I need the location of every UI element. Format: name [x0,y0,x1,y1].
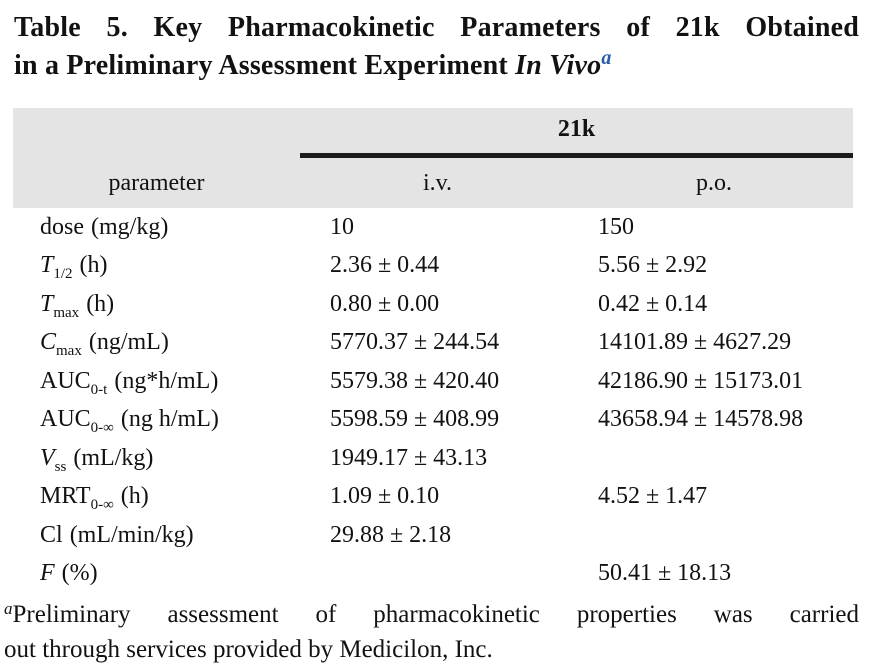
table-caption-line-2: in a Preliminary Assessment Experiment I… [14,47,859,85]
table-caption-invivo: In Vivo [515,50,602,81]
table-row: AUC0-∞ (ng h/mL) 5598.59 ± 408.99 43658.9… [13,401,853,440]
parameter-label: F (%) [13,560,300,587]
po-value: 5.56 ± 2.92 [598,252,708,279]
parameter-subscript: max [56,343,82,360]
table-row: F (%) 50.41 ± 18.13 [13,555,853,594]
iv-value: 1.09 ± 0.10 [330,483,440,510]
parameter-label: MRT0-∞ (h) [13,483,300,514]
parameter-unit: (mg/kg) [91,213,169,240]
footnote-line-2: out through services provided by Medicil… [4,636,493,663]
table-row: Cl (mL/min/kg) 29.88 ± 2.18 [13,516,853,555]
parameter-symbol: V [40,444,55,471]
footnote-line-1-text: Preliminary assessment of pharmacokineti… [12,601,860,628]
footnote-line-1: aPreliminary assessment of pharmacokinet… [4,597,859,632]
po-value: 43658.94 ± 14578.98 [598,406,804,433]
column-header-iv: i.v. [422,169,453,196]
parameter-unit: (ng/mL) [88,329,169,356]
table-footnote: aPreliminary assessment of pharmacokinet… [4,597,859,667]
parameter-label: dose (mg/kg) [13,214,300,241]
column-header-po: p.o. [696,169,732,196]
iv-value: 2.36 ± 0.44 [330,252,440,279]
parameter-symbol: C [40,329,57,356]
parameter-unit: (mL/min/kg) [69,521,194,548]
po-value: 150 [598,213,634,240]
parameter-symbol: T [40,252,54,279]
parameter-symbol: AUC [40,367,91,394]
parameter-label: Cl (mL/min/kg) [13,522,300,549]
table-header-group-row: 21k [13,108,853,158]
iv-value: 1949.17 ± 43.13 [330,444,488,471]
iv-value: 5770.37 ± 244.54 [330,329,500,356]
po-value: 14101.89 ± 4627.29 [598,329,792,356]
parameter-subscript: 0-t [90,381,108,398]
iv-value: 29.88 ± 2.18 [330,521,452,548]
paper-table-page: Table 5. Key Pharmacokinetic Parameters … [0,9,872,667]
table-row: Cmax (ng/mL) 5770.37 ± 244.54 14101.89 ± … [13,324,853,363]
parameter-symbol: dose [40,213,84,240]
po-value: 42186.90 ± 15173.01 [598,367,804,394]
parameter-unit: (%) [61,560,98,587]
parameter-symbol: AUC [40,406,91,433]
parameter-subscript: 0-∞ [90,420,114,437]
parameter-unit: (h) [120,483,149,510]
pharmacokinetics-table: 21k parameter i.v. p.o. dose (mg/kg) 10 1… [13,108,853,593]
po-value: 50.41 ± 18.13 [598,560,732,587]
parameter-subscript: 1/2 [53,266,73,283]
parameter-label: AUC0-t (ng*h/mL) [13,367,300,398]
table-row: Vss (mL/kg) 1949.17 ± 43.13 [13,439,853,478]
table-caption-line-2-text: in a Preliminary Assessment Experiment [14,50,516,81]
parameter-label: T1/2 (h) [13,252,300,283]
po-value: 4.52 ± 1.47 [598,483,708,510]
group-header-21k: 21k [300,108,853,158]
table-caption: Table 5. Key Pharmacokinetic Parameters … [14,9,859,85]
header-spacer [13,108,300,158]
footnote-marker: a [4,599,13,618]
parameter-subscript: max [53,304,80,321]
iv-value: 0.80 ± 0.00 [330,290,440,317]
parameter-unit: (mL/kg) [73,444,154,471]
po-value: 0.42 ± 0.14 [598,290,708,317]
table-caption-footnote-marker: a [601,47,612,69]
parameter-unit: (ng*h/mL) [114,367,219,394]
parameter-unit: (ng h/mL) [120,406,219,433]
parameter-symbol: F [40,560,55,587]
table-row: T1/2 (h) 2.36 ± 0.44 5.56 ± 2.92 [13,247,853,286]
table-row: Tmax (h) 0.80 ± 0.00 0.42 ± 0.14 [13,285,853,324]
table-row: AUC0-t (ng*h/mL) 5579.38 ± 420.40 42186.9… [13,362,853,401]
iv-value: 5598.59 ± 408.99 [330,406,500,433]
table-row: dose (mg/kg) 10 150 [13,208,853,247]
table-header: 21k parameter i.v. p.o. [13,108,853,208]
parameter-unit: (h) [86,290,115,317]
parameter-subscript: ss [54,458,67,475]
table-body: dose (mg/kg) 10 150 T1/2 (h) 2.36 ± 0.44 5… [13,208,853,593]
parameter-label: Vss (mL/kg) [13,444,300,475]
parameter-label: Cmax (ng/mL) [13,329,300,360]
table-header-columns-row: parameter i.v. p.o. [13,158,853,208]
table-caption-line-1: Table 5. Key Pharmacokinetic Parameters … [14,12,859,43]
parameter-unit: (h) [79,252,108,279]
iv-value: 10 [330,213,354,240]
parameter-symbol: Cl [40,521,63,548]
column-header-parameter: parameter [108,169,205,196]
table-row: MRT0-∞ (h) 1.09 ± 0.10 4.52 ± 1.47 [13,478,853,517]
iv-value: 5579.38 ± 420.40 [330,367,500,394]
parameter-label: AUC0-∞ (ng h/mL) [13,406,300,437]
parameter-symbol: T [40,290,54,317]
parameter-subscript: 0-∞ [90,497,114,514]
parameter-symbol: MRT [40,483,91,510]
parameter-label: Tmax (h) [13,290,300,321]
